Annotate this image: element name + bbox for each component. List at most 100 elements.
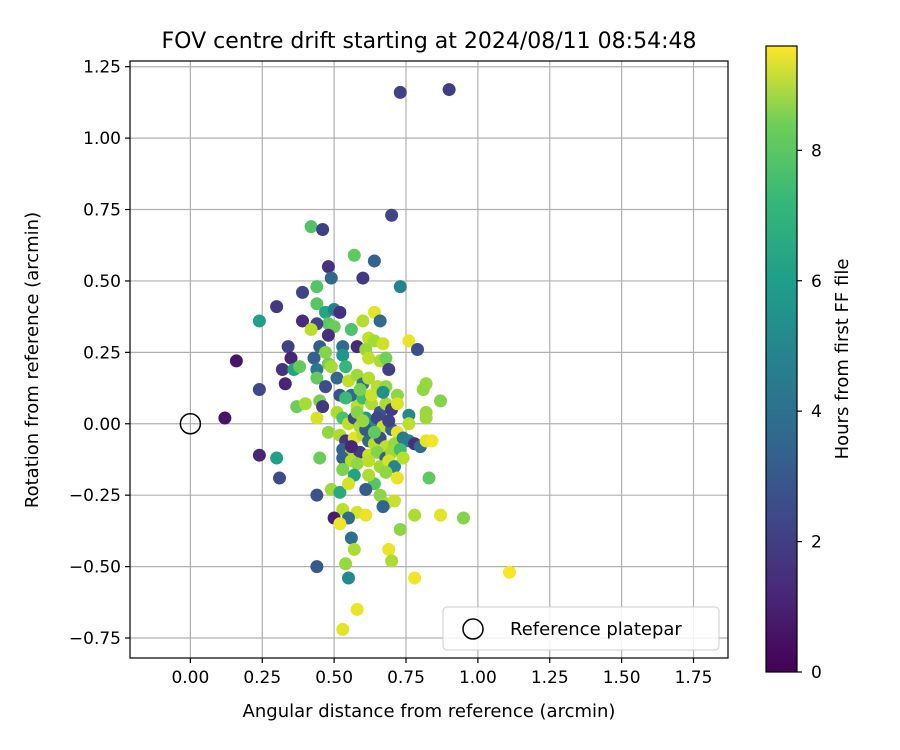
data-point (304, 323, 318, 337)
legend-marker-icon (462, 618, 484, 640)
data-point (324, 271, 338, 285)
data-point (393, 280, 407, 294)
data-point (344, 323, 358, 337)
data-point (350, 457, 364, 471)
data-point (316, 400, 330, 414)
data-point (298, 397, 312, 411)
data-point (270, 451, 284, 465)
data-point (339, 391, 353, 405)
data-point (319, 345, 332, 359)
data-point (362, 351, 376, 365)
reference-platepar-marker (179, 413, 202, 435)
data-point (319, 380, 332, 394)
data-point (284, 351, 298, 365)
data-point (229, 354, 243, 368)
data-point (457, 511, 470, 525)
data-point (382, 362, 396, 376)
data-point (373, 314, 387, 328)
data-point (362, 371, 376, 385)
x-tick-label: 0.25 (243, 668, 281, 688)
data-point (385, 208, 399, 222)
data-point (336, 622, 350, 636)
data-points (218, 83, 516, 636)
data-point (304, 220, 318, 234)
data-point (342, 477, 355, 491)
data-point (390, 471, 404, 485)
data-point (333, 517, 347, 531)
data-point (347, 248, 361, 262)
colorbar-gradient (765, 45, 798, 673)
plot-frame (129, 60, 729, 659)
data-point (408, 508, 422, 522)
data-point (336, 462, 350, 476)
y-tick-label: −0.50 (69, 558, 121, 578)
y-tick-label: −0.75 (69, 629, 121, 649)
data-point (379, 465, 393, 479)
colorbar-tick-label: 0 (811, 663, 822, 683)
data-point (278, 377, 292, 391)
x-tick-label: 1.25 (531, 668, 569, 688)
data-point (356, 314, 370, 328)
data-point (408, 571, 422, 585)
data-point (252, 382, 266, 396)
legend-box (442, 606, 720, 651)
data-point (270, 300, 284, 314)
data-point (310, 297, 324, 311)
legend-entry-reference: Reference platepar (510, 619, 682, 640)
colorbar: 0 2 4 6 8 Hours from first FF file (765, 45, 853, 683)
data-point (339, 557, 353, 571)
data-point (313, 451, 327, 465)
data-point (273, 471, 286, 485)
data-point (218, 411, 232, 425)
data-point (321, 328, 335, 342)
data-point (310, 488, 324, 502)
data-point (296, 285, 309, 299)
y-tick-label: 1.25 (83, 58, 121, 78)
data-point (347, 542, 361, 556)
y-axis-title: Rotation from reference (arcmin) (22, 212, 43, 508)
colorbar-ticks: 0 2 4 6 8 (797, 141, 822, 683)
x-tick-label: 0.50 (315, 668, 353, 688)
x-tick-label: 0.00 (171, 668, 209, 688)
data-point (333, 305, 347, 319)
data-point (442, 83, 456, 97)
data-point (321, 425, 335, 439)
colorbar-tick-label: 4 (811, 402, 822, 422)
data-point (310, 280, 324, 294)
data-point (342, 571, 355, 585)
data-point (316, 223, 330, 237)
data-point (388, 494, 401, 508)
y-tick-label: 0.00 (83, 415, 121, 435)
data-point (350, 602, 364, 616)
data-point (365, 388, 378, 402)
data-point (382, 414, 396, 428)
data-point (356, 414, 370, 428)
data-point (396, 451, 410, 465)
data-point (402, 417, 416, 431)
data-point (275, 362, 289, 376)
grid (130, 61, 728, 658)
y-tick-label: 0.50 (83, 272, 121, 292)
y-tick-label: 0.75 (83, 201, 121, 221)
data-point (333, 485, 347, 499)
x-tick-label: 1.50 (603, 668, 641, 688)
data-point (376, 500, 390, 514)
data-point (310, 411, 324, 425)
x-axis-ticks: 0.00 0.25 0.50 0.75 1.00 1.25 1.50 1.75 (171, 658, 712, 688)
colorbar-tick-label: 6 (811, 272, 822, 292)
y-tick-label: 0.25 (83, 343, 121, 363)
data-point (434, 394, 447, 408)
x-tick-label: 1.75 (675, 668, 713, 688)
data-point (281, 340, 295, 354)
legend: Reference platepar (442, 606, 720, 651)
data-point (393, 522, 407, 536)
data-point (367, 425, 381, 439)
colorbar-label: Hours from first FF file (832, 259, 853, 460)
data-point (416, 382, 430, 396)
y-axis-ticks: −0.75 −0.50 −0.25 0.00 0.25 0.50 0.75 1.00 1.25 (69, 58, 130, 649)
x-tick-label: 1.00 (459, 668, 497, 688)
data-point (425, 434, 439, 448)
colorbar-tick-label: 2 (811, 533, 822, 553)
data-point (422, 471, 436, 485)
